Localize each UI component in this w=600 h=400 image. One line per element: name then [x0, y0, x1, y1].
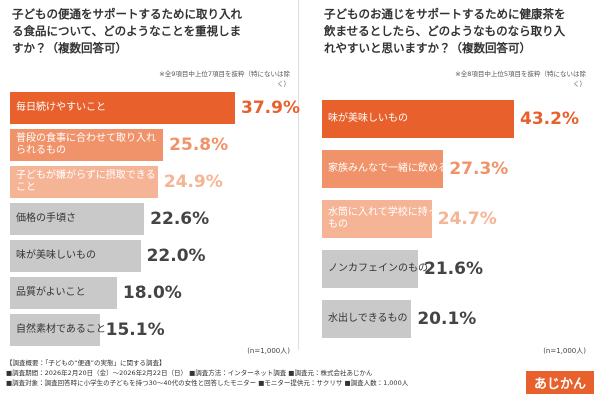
- bar-label: 価格の手頃さ: [16, 213, 76, 224]
- bar-label: 子どもが嫌がらずに摂取できること: [16, 170, 156, 193]
- bar: [10, 277, 117, 309]
- value-label: 21.6%: [424, 259, 483, 279]
- bar-label: 毎日続けやすいこと: [16, 102, 106, 113]
- footer-title: 【調査概要：「子どもの“便通”の実態」に関する調査】: [6, 359, 166, 367]
- value-label: 37.9%: [241, 98, 300, 118]
- bar-label: 味が美味しいもの: [16, 250, 96, 261]
- value-label: 20.1%: [417, 309, 477, 329]
- value-label: 22.0%: [146, 246, 206, 266]
- value-label: 25.8%: [169, 135, 229, 155]
- footer: 【調査概要：「子どもの“便通”の実態」に関する調査】 ■調査期間：2026年2月…: [6, 358, 506, 388]
- bar-label: 普段の食事に合わせて取り入れられるもの: [16, 133, 156, 156]
- chart-note: ※全8項目中上位5項目を抜粋（特にないは除く）: [455, 70, 586, 88]
- value-label: 24.9%: [163, 172, 223, 192]
- bar: [322, 100, 514, 138]
- bar-label: ノンカフェインのもの: [328, 263, 428, 274]
- bar: [10, 129, 164, 161]
- bar-label: 家族みんなで一緒に飲めるもの: [328, 163, 468, 174]
- chart-title: 子どものお通じをサポートするために健康茶を飲ませるとしたら、どのようなものなら取…: [324, 7, 566, 55]
- value-label: 27.3%: [449, 159, 509, 179]
- bar: [10, 314, 100, 346]
- bar: [10, 240, 141, 272]
- value-label: 24.7%: [437, 209, 497, 229]
- bar: [10, 203, 145, 235]
- value-label: 43.2%: [520, 109, 579, 129]
- value-label: 15.1%: [105, 320, 165, 340]
- bar: [10, 92, 235, 124]
- chart-panel: 子どものお通じをサポートするために健康茶を飲ませるとしたら、どのようなものなら取…: [318, 0, 594, 355]
- bar: [322, 200, 432, 238]
- bar-label: 味が美味しいもの: [328, 113, 408, 124]
- chart-title: 子どもの便通をサポートするために取り入れる食品について、どのようなことを重視しま…: [12, 7, 242, 55]
- bar: [322, 300, 412, 338]
- bar-label: 品質がよいこと: [16, 287, 86, 298]
- bar: [322, 150, 444, 188]
- footer-line: ■調査対象：調査回答時に小学生の子どもを持つ30～40代の女性と回答したモニター…: [6, 379, 409, 387]
- value-label: 22.6%: [150, 209, 210, 229]
- value-label: 18.0%: [122, 283, 182, 303]
- sample-size: (n=1,000人): [543, 347, 586, 355]
- chart-panel: 子どもの便通をサポートするために取り入れる食品について、どのようなことを重視しま…: [6, 0, 300, 355]
- bar-label: 水出しできるもの: [328, 313, 408, 324]
- bar: [10, 166, 158, 198]
- bar-label: 自然素材であること: [16, 324, 106, 335]
- footer-line: ■調査期間：2026年2月20日（金）～2026年2月22日（日） ■調査方法：…: [6, 369, 373, 377]
- bar: [322, 250, 418, 288]
- bar-label: 水筒に入れて学校に持っていけるもの: [328, 207, 478, 230]
- sample-size: (n=1,000人): [247, 347, 290, 355]
- chart-note: ※全9項目中上位7項目を抜粋（特にないは除く）: [159, 70, 290, 88]
- logo: あじかん: [525, 371, 594, 394]
